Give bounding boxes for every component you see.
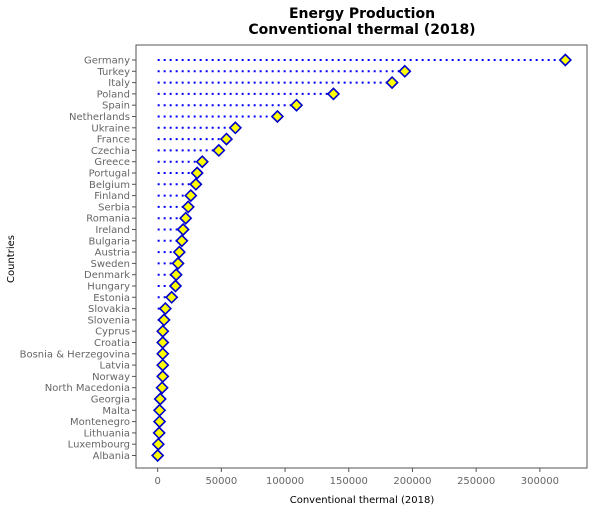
marker-luxembourg <box>151 437 165 451</box>
y-axis-label: Countries <box>6 235 17 283</box>
xtick-label-4: 200000 <box>393 476 431 487</box>
chart-title-line-2: Conventional thermal (2018) <box>248 22 475 38</box>
marker-austria <box>172 245 186 259</box>
ytick-label-belgium: Belgium <box>89 180 130 191</box>
ytick-label-luxembourg: Luxembourg <box>68 440 130 451</box>
marker-lithuania <box>152 426 166 440</box>
ytick-label-austria: Austria <box>95 248 130 259</box>
ytick-label-greece: Greece <box>94 157 130 168</box>
ytick-label-cyprus: Cyprus <box>95 327 130 338</box>
ytick-label-denmark: Denmark <box>84 270 130 281</box>
xtick-label-1: 50000 <box>205 476 237 487</box>
xtick-label-2: 100000 <box>266 476 304 487</box>
ytick-label-hungary: Hungary <box>87 282 130 293</box>
ytick-label-croatia: Croatia <box>94 338 130 349</box>
marker-belgium <box>189 177 203 191</box>
marker-slovenia <box>157 313 171 327</box>
xtick-label-6: 300000 <box>521 476 559 487</box>
marker-norway <box>156 369 170 384</box>
ytick-label-turkey: Turkey <box>96 67 130 78</box>
plot-frame <box>135 44 588 469</box>
marker-czechia <box>212 143 226 158</box>
marker-italy <box>385 75 399 90</box>
ytick-label-lithuania: Lithuania <box>84 428 130 439</box>
marker-malta <box>152 403 167 417</box>
marker-ukraine <box>228 121 243 135</box>
marker-albania <box>151 448 165 463</box>
ytick-label-germany: Germany <box>84 56 130 67</box>
ytick-label-czechia: Czechia <box>91 146 130 157</box>
connector-lines <box>157 59 566 446</box>
ytick-label-slovenia: Slovenia <box>87 315 130 326</box>
ytick-label-slovakia: Slovakia <box>88 304 130 315</box>
ytick-label-bulgaria: Bulgaria <box>89 236 130 247</box>
ytick-label-ukraine: Ukraine <box>91 123 130 134</box>
marker-estonia <box>165 290 179 304</box>
ytick-label-spain: Spain <box>102 101 130 112</box>
marker-denmark <box>169 268 183 282</box>
ytick-label-netherlands: Netherlands <box>69 112 130 123</box>
ytick-label-serbia: Serbia <box>98 202 130 213</box>
markers <box>151 53 572 463</box>
xtick-label-0: 0 <box>154 476 160 487</box>
ytick-label-georgia: Georgia <box>91 395 130 406</box>
marker-romania <box>179 211 193 225</box>
marker-cyprus <box>156 324 170 338</box>
marker-sweden <box>171 256 185 271</box>
ytick-label-albania: Albania <box>93 451 130 462</box>
ytick-label-ireland: Ireland <box>95 225 130 236</box>
marker-hungary <box>168 279 183 293</box>
ytick-label-sweden: Sweden <box>90 259 130 270</box>
xtick-label-5: 250000 <box>457 476 495 487</box>
ytick-label-bosnia-herzegovina: Bosnia & Herzegovina <box>20 349 130 360</box>
marker-germany <box>558 53 572 67</box>
ytick-label-italy: Italy <box>108 78 130 89</box>
marker-bulgaria <box>175 234 189 248</box>
marker-latvia <box>156 358 170 372</box>
marker-poland <box>326 87 341 101</box>
marker-croatia <box>156 335 170 350</box>
marker-france <box>219 132 234 146</box>
ytick-label-malta: Malta <box>102 406 130 417</box>
chart-title-line-1: Energy Production <box>289 6 435 22</box>
ytick-label-estonia: Estonia <box>93 293 130 304</box>
ytick-label-latvia: Latvia <box>100 361 130 372</box>
ytick-label-portugal: Portugal <box>89 169 130 180</box>
ytick-label-france: France <box>97 135 130 146</box>
marker-finland <box>184 188 198 203</box>
marker-greece <box>195 155 209 169</box>
marker-ireland <box>176 222 190 237</box>
ytick-label-finland: Finland <box>94 191 130 202</box>
y-tick-labels: GermanyTurkeyItalyPolandSpainNetherlands… <box>20 56 136 462</box>
ytick-label-north-macedonia: North Macedonia <box>45 383 130 394</box>
x-axis-label: Conventional thermal (2018) <box>290 495 435 506</box>
marker-north-macedonia <box>155 381 169 395</box>
marker-serbia <box>181 200 195 214</box>
marker-slovakia <box>158 301 172 316</box>
ytick-label-montenegro: Montenegro <box>70 417 130 428</box>
marker-portugal <box>190 166 204 180</box>
marker-bosnia-herzegovina <box>156 347 170 361</box>
xtick-label-3: 150000 <box>330 476 368 487</box>
x-tick-labels: 0 50000 100000 150000 200000 250000 300000 <box>154 468 559 487</box>
marker-georgia <box>153 392 167 406</box>
marker-turkey <box>398 64 412 78</box>
marker-spain <box>289 98 304 112</box>
ytick-label-norway: Norway <box>92 372 130 383</box>
ytick-label-romania: Romania <box>86 214 130 225</box>
marker-montenegro <box>152 414 167 429</box>
ytick-label-poland: Poland <box>97 89 130 100</box>
marker-netherlands <box>270 109 285 124</box>
